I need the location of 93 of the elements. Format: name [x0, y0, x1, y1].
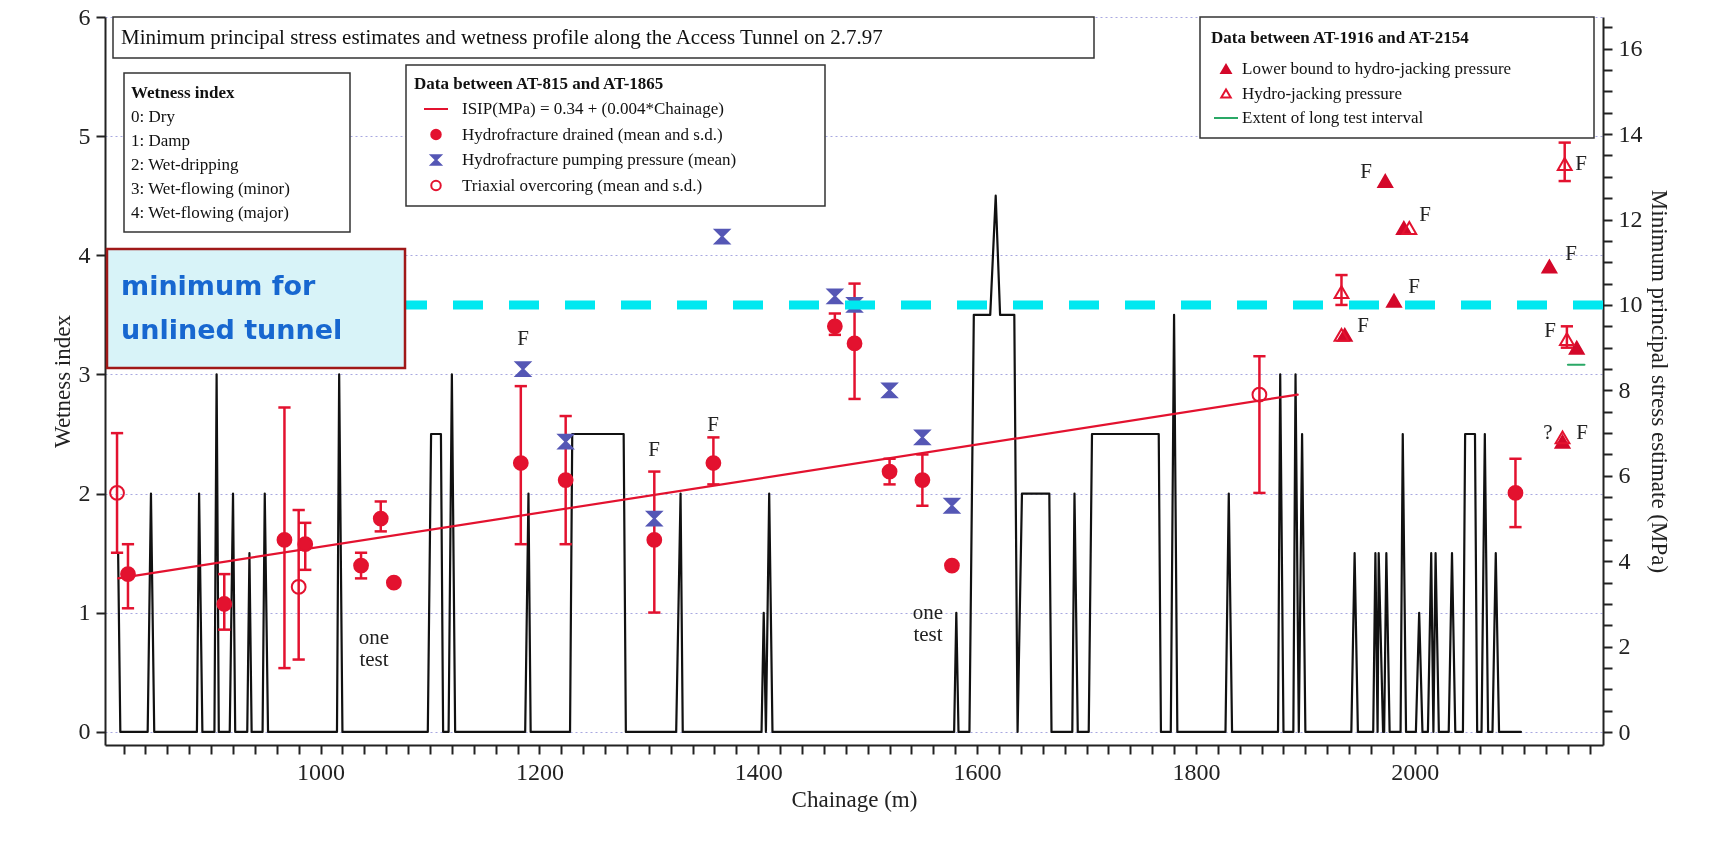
y-tick-label: 5 — [78, 122, 91, 149]
point — [1386, 293, 1402, 308]
point — [1554, 430, 1571, 445]
point — [1377, 174, 1394, 189]
legend-label: Hydro-jacking pressure — [1242, 83, 1403, 103]
point — [1568, 340, 1585, 355]
point — [297, 536, 314, 553]
point — [1333, 285, 1350, 300]
x-tick-label: 1000 — [297, 758, 346, 785]
point — [881, 382, 898, 399]
point — [109, 485, 125, 501]
point — [646, 510, 663, 527]
point — [846, 335, 863, 352]
annotation: F — [1360, 159, 1372, 183]
point — [881, 463, 898, 480]
y2-tick-label: 10 — [1618, 291, 1643, 318]
point — [385, 574, 402, 591]
legend-label: Hydrofracture pumping pressure (mean) — [462, 150, 737, 169]
annotation: F — [1419, 202, 1431, 226]
y-tick-label: 3 — [78, 360, 91, 387]
annotation: Wetness index — [131, 83, 235, 102]
y-tick-label: 6 — [78, 3, 91, 30]
point — [1541, 259, 1558, 274]
y2-tick-label: 0 — [1618, 718, 1631, 745]
point — [1556, 157, 1573, 171]
annotation: 1: Damp — [131, 131, 191, 150]
y-tick-label: 0 — [78, 718, 91, 745]
point — [1507, 485, 1524, 501]
ref-line-label: minimum for unlined tunnel — [121, 270, 343, 345]
chart-title: Minimum principal stress estimates and wetness profile along the Access Tunnel on 2.7.97 — [121, 25, 883, 49]
point — [914, 472, 931, 488]
point — [714, 228, 731, 245]
point — [826, 318, 843, 335]
point — [276, 532, 293, 548]
x-tick-label: 1600 — [953, 758, 1002, 785]
annotation: F — [1576, 420, 1588, 444]
annotation: ? — [1543, 420, 1553, 444]
annotation: F — [1544, 318, 1556, 342]
point — [515, 361, 531, 377]
y2-axis-title: Minimum principal stress estimate (MPa) — [1646, 189, 1672, 574]
point — [1559, 332, 1575, 347]
legend-label: Triaxial overcoring (mean and s.d.) — [462, 175, 703, 195]
annotation: F — [1357, 313, 1369, 337]
x-tick-label: 2000 — [1391, 758, 1440, 785]
y-tick-label: 4 — [78, 241, 91, 268]
x-tick-label: 1800 — [1172, 758, 1221, 785]
point — [914, 429, 931, 446]
annotation: 3: Wet-flowing (minor) — [131, 179, 290, 198]
annotation: F — [707, 412, 719, 436]
point — [705, 455, 722, 471]
annotation: F — [1575, 151, 1587, 175]
point — [216, 596, 233, 612]
point — [557, 433, 574, 450]
y2-tick-label: 4 — [1618, 547, 1631, 574]
annotation: 2: Wet-dripping — [131, 155, 239, 174]
point — [372, 510, 389, 527]
y-tick-label: 1 — [78, 599, 91, 626]
point — [120, 566, 136, 582]
legend-label: ISIP(MPa) = 0.34 + (0.004*Chainage) — [462, 99, 724, 118]
point — [826, 288, 843, 305]
point — [290, 579, 307, 595]
point — [557, 472, 574, 488]
point — [353, 557, 369, 574]
x-tick-label: 1400 — [734, 758, 783, 785]
annotation: F — [1408, 274, 1420, 298]
annotation: one test — [912, 600, 944, 646]
legend-title: Data between AT-815 and AT-1865 — [414, 74, 664, 93]
point — [512, 455, 529, 471]
annotation: one test — [358, 625, 390, 671]
y2-tick-label: 12 — [1618, 206, 1643, 233]
point — [1251, 386, 1268, 403]
y2-tick-label: 6 — [1618, 462, 1631, 489]
point — [944, 557, 960, 574]
annotation: F — [648, 437, 660, 461]
y-axis-title: Wetness index — [49, 314, 75, 448]
x-tick-label: 1200 — [515, 758, 564, 785]
y2-tick-label: 2 — [1618, 633, 1631, 660]
legend-label: Lower bound to hydro-jacking pressure — [1242, 59, 1512, 78]
y-tick-label: 2 — [78, 480, 91, 507]
y2-tick-label: 8 — [1618, 376, 1631, 403]
point — [646, 532, 663, 548]
legend-label: Extent of long test interval — [1242, 108, 1424, 127]
annotation: 4: Wet-flowing (major) — [131, 203, 289, 222]
point — [1401, 221, 1418, 236]
annotation: 0: Dry — [131, 107, 176, 126]
annotation: Data between AT-1916 and AT-2154 — [1211, 28, 1470, 47]
point — [944, 497, 960, 514]
annotation: F — [517, 326, 529, 350]
legend-label: Hydrofracture drained (mean and s.d.) — [462, 124, 723, 144]
y2-tick-label: 16 — [1618, 35, 1643, 62]
y2-tick-label: 14 — [1618, 120, 1643, 147]
annotation: F — [1565, 241, 1577, 265]
x-axis-title: Chainage (m) — [791, 786, 918, 812]
